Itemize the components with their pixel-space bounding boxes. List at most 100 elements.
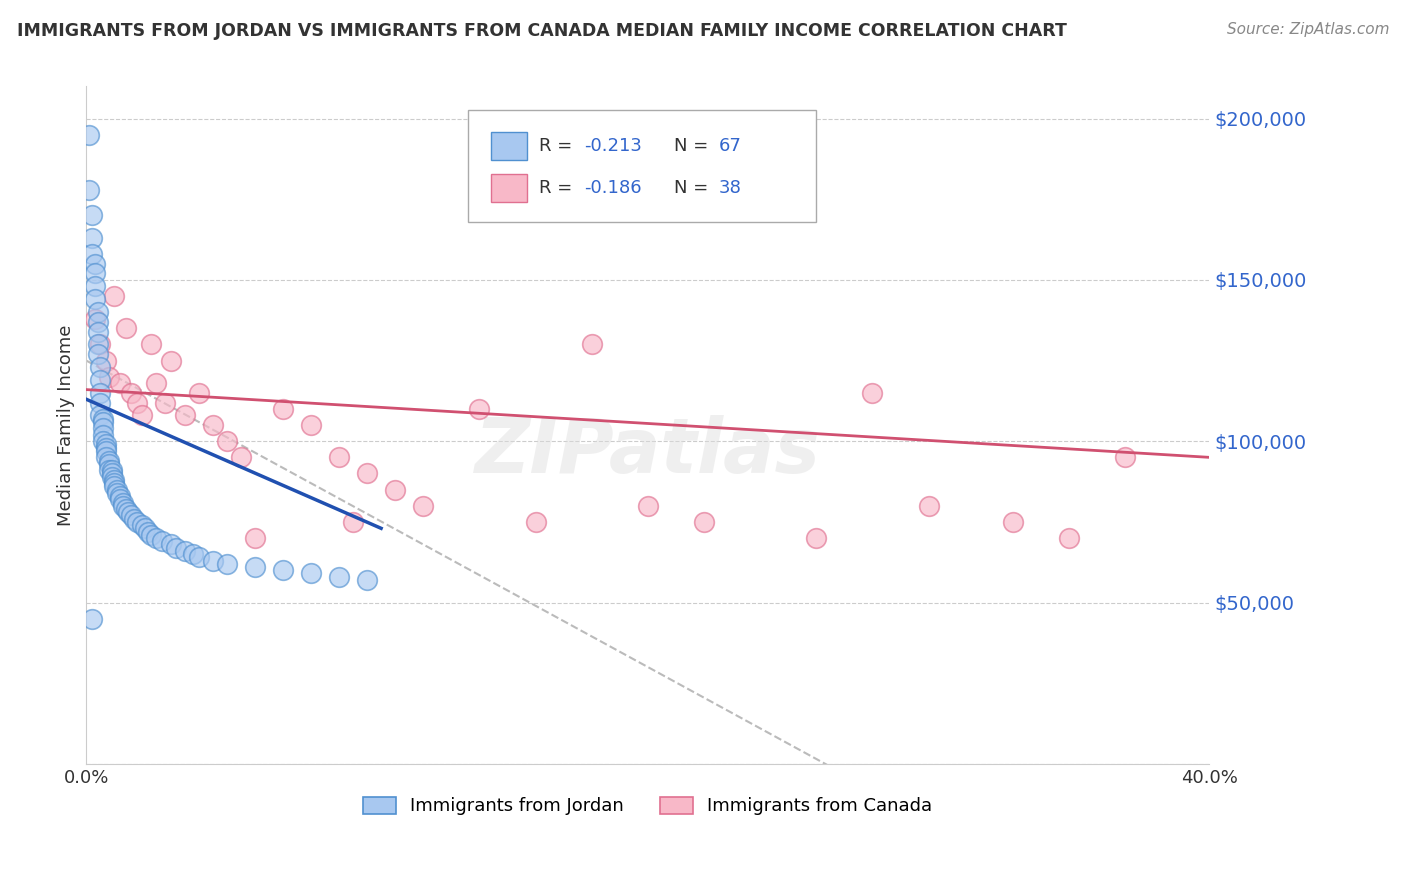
- Text: R =: R =: [538, 179, 578, 197]
- Point: [89, 359, 111, 374]
- Point: [131, 518, 153, 533]
- Point: [412, 499, 434, 513]
- Point: [187, 550, 209, 565]
- FancyBboxPatch shape: [468, 110, 817, 222]
- Point: [299, 566, 322, 581]
- Legend: Immigrants from Jordan, Immigrants from Canada: Immigrants from Jordan, Immigrants from …: [356, 789, 939, 822]
- Text: 38: 38: [718, 179, 741, 197]
- Point: [100, 469, 122, 483]
- Point: [111, 499, 134, 513]
- Point: [80, 231, 103, 245]
- Text: -0.186: -0.186: [583, 179, 641, 197]
- Point: [97, 463, 120, 477]
- Point: [89, 373, 111, 387]
- Point: [229, 450, 252, 465]
- Text: 67: 67: [718, 137, 741, 155]
- Point: [91, 415, 114, 429]
- Point: [153, 395, 176, 409]
- Point: [86, 325, 108, 339]
- Point: [94, 443, 117, 458]
- Point: [94, 353, 117, 368]
- Point: [215, 557, 238, 571]
- Point: [165, 541, 187, 555]
- Point: [120, 385, 142, 400]
- Point: [384, 483, 406, 497]
- Text: N =: N =: [673, 137, 714, 155]
- Point: [201, 553, 224, 567]
- Point: [299, 418, 322, 433]
- Point: [103, 476, 125, 491]
- FancyBboxPatch shape: [491, 132, 527, 161]
- Point: [468, 401, 491, 416]
- Text: ZIPatlas: ZIPatlas: [475, 415, 821, 489]
- Text: -0.213: -0.213: [583, 137, 641, 155]
- Point: [91, 411, 114, 425]
- Text: Source: ZipAtlas.com: Source: ZipAtlas.com: [1226, 22, 1389, 37]
- Point: [173, 544, 195, 558]
- Point: [1057, 531, 1080, 545]
- Point: [89, 409, 111, 423]
- Point: [89, 395, 111, 409]
- Point: [187, 385, 209, 400]
- Point: [131, 409, 153, 423]
- Point: [105, 486, 128, 500]
- Point: [139, 528, 162, 542]
- FancyBboxPatch shape: [491, 174, 527, 202]
- Point: [94, 450, 117, 465]
- Point: [120, 508, 142, 523]
- Point: [77, 128, 100, 142]
- Point: [94, 437, 117, 451]
- Point: [105, 483, 128, 497]
- Point: [271, 401, 294, 416]
- Point: [117, 505, 139, 519]
- Point: [1001, 515, 1024, 529]
- Point: [243, 560, 266, 574]
- Point: [243, 531, 266, 545]
- Point: [108, 492, 131, 507]
- Point: [356, 467, 378, 481]
- Point: [114, 321, 136, 335]
- Point: [271, 563, 294, 577]
- Point: [83, 311, 105, 326]
- Point: [356, 573, 378, 587]
- Point: [1114, 450, 1136, 465]
- Point: [86, 337, 108, 351]
- Y-axis label: Median Family Income: Median Family Income: [58, 325, 75, 525]
- Point: [159, 353, 181, 368]
- Point: [342, 515, 364, 529]
- Point: [637, 499, 659, 513]
- Point: [136, 524, 159, 539]
- Point: [134, 521, 156, 535]
- Point: [86, 315, 108, 329]
- Point: [86, 305, 108, 319]
- Point: [693, 515, 716, 529]
- Point: [103, 479, 125, 493]
- Point: [122, 511, 145, 525]
- Point: [150, 534, 173, 549]
- Point: [524, 515, 547, 529]
- Point: [145, 376, 167, 391]
- Point: [114, 502, 136, 516]
- Text: R =: R =: [538, 137, 578, 155]
- Point: [111, 495, 134, 509]
- Point: [917, 499, 939, 513]
- Point: [159, 537, 181, 551]
- Point: [201, 418, 224, 433]
- Point: [145, 531, 167, 545]
- Point: [103, 473, 125, 487]
- Point: [80, 208, 103, 222]
- Point: [89, 385, 111, 400]
- Text: N =: N =: [673, 179, 714, 197]
- Point: [89, 337, 111, 351]
- Point: [91, 434, 114, 449]
- Point: [97, 369, 120, 384]
- Point: [125, 395, 148, 409]
- Point: [83, 293, 105, 307]
- Point: [83, 267, 105, 281]
- Point: [77, 183, 100, 197]
- Point: [83, 257, 105, 271]
- Point: [862, 385, 884, 400]
- Point: [125, 515, 148, 529]
- Point: [328, 450, 350, 465]
- Point: [83, 279, 105, 293]
